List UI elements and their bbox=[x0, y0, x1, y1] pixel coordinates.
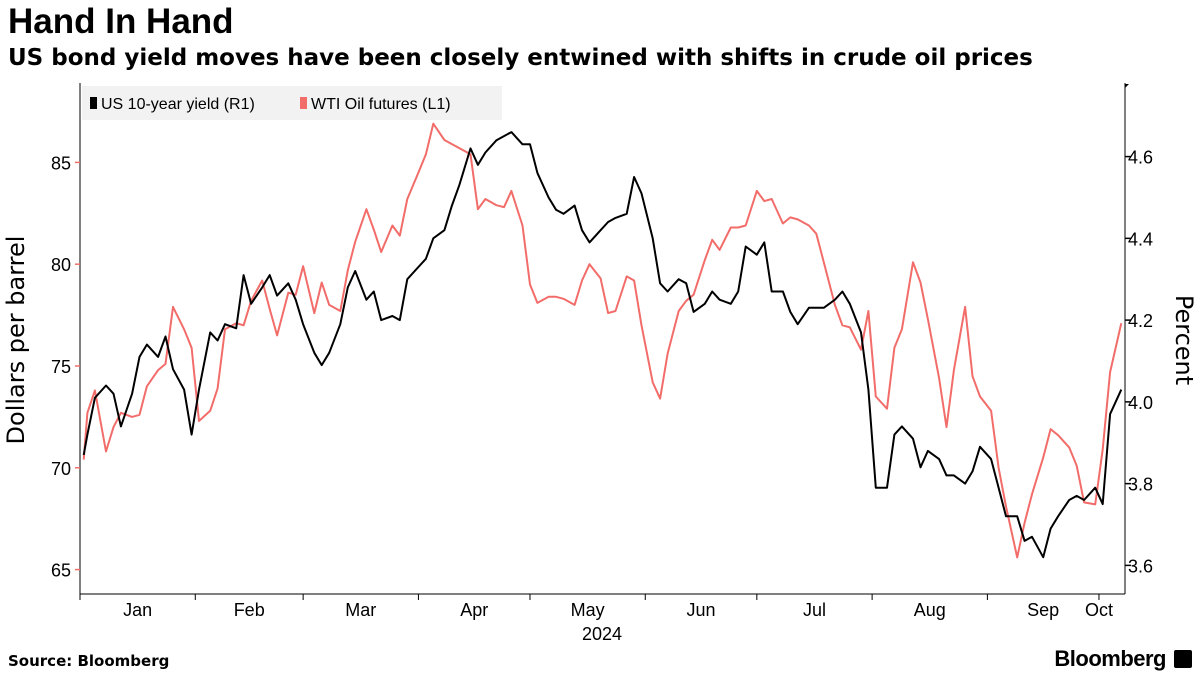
x-tick-label: May bbox=[571, 600, 605, 620]
page-title: Hand In Hand bbox=[8, 2, 234, 41]
legend-swatch-yield bbox=[90, 97, 97, 109]
right-tick-label: 4.4 bbox=[1128, 229, 1153, 249]
left-tick-label: 80 bbox=[51, 255, 71, 275]
x-tick-label: Jan bbox=[123, 600, 152, 620]
legend-label-yield: US 10-year yield (R1) bbox=[101, 96, 255, 113]
x-tick-label: Mar bbox=[345, 600, 376, 620]
x-tick-label: Feb bbox=[234, 600, 265, 620]
left-axis-label: Dollars per barrel bbox=[2, 236, 30, 445]
series-line-yield bbox=[82, 131, 1123, 559]
left-tick-label: 85 bbox=[51, 153, 71, 173]
x-tick-label: Jul bbox=[803, 600, 826, 620]
right-tick-label: 3.8 bbox=[1128, 475, 1153, 495]
right-tick-label: 4.0 bbox=[1128, 393, 1153, 413]
source-note: Source: Bloomberg bbox=[8, 652, 170, 670]
legend-background bbox=[82, 86, 502, 120]
left-axis-ticks: 65 70 75 80 85 bbox=[51, 153, 80, 581]
bloomberg-terminal-icon bbox=[1174, 650, 1192, 668]
x-tick-label: Apr bbox=[460, 600, 488, 620]
right-tick-label: 4.6 bbox=[1128, 148, 1153, 168]
brand-logo-text: Bloomberg bbox=[1054, 646, 1166, 671]
page-subtitle: US bond yield moves have been closely en… bbox=[8, 45, 1033, 71]
x-axis-label: 2024 bbox=[582, 624, 622, 644]
right-tick-label: 3.6 bbox=[1128, 556, 1153, 576]
series-line-oil bbox=[82, 122, 1123, 559]
x-tick-label: Oct bbox=[1085, 600, 1113, 620]
left-tick-label: 65 bbox=[51, 561, 71, 581]
legend-swatch-oil bbox=[300, 97, 307, 109]
right-axis-arrow bbox=[1125, 84, 1129, 88]
left-tick-label: 75 bbox=[51, 357, 71, 377]
x-tick-label: Jun bbox=[687, 600, 716, 620]
x-tick-label: Aug bbox=[914, 600, 946, 620]
x-tick-label: Sep bbox=[1027, 600, 1059, 620]
right-axis-ticks: 3.6 3.8 4.0 4.2 4.4 4.6 bbox=[1125, 84, 1153, 576]
x-axis-ticks: Jan Feb Mar Apr May Jun Jul Aug Sep Oct bbox=[79, 594, 1113, 620]
left-tick-label: 70 bbox=[51, 459, 71, 479]
right-axis-label: Percent bbox=[1170, 295, 1198, 385]
legend-label-oil: WTI Oil futures (L1) bbox=[311, 96, 451, 113]
right-tick-label: 4.2 bbox=[1128, 311, 1153, 331]
